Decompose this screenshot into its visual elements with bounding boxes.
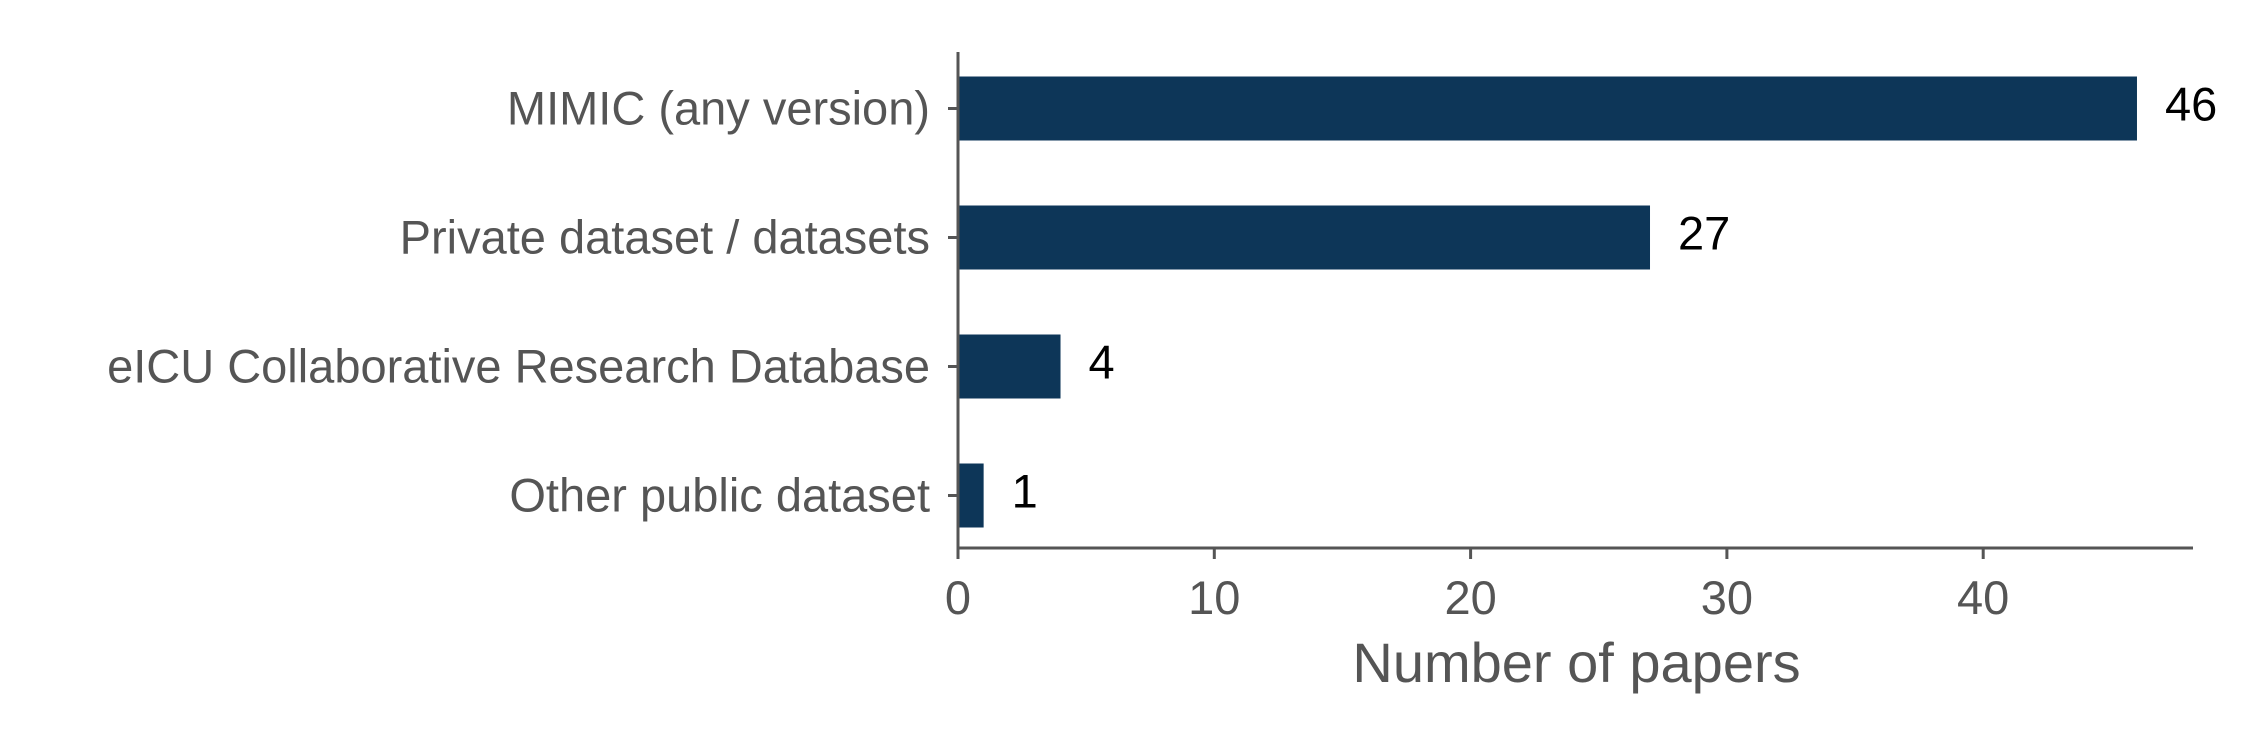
value-label: 1 xyxy=(1012,465,1038,518)
x-tick-label: 40 xyxy=(1957,571,2009,624)
x-tick-label: 0 xyxy=(945,571,971,624)
axes xyxy=(948,52,2193,559)
x-tick-label: 20 xyxy=(1444,571,1496,624)
bar xyxy=(958,334,1061,399)
value-label: 46 xyxy=(2165,78,2217,131)
x-axis-title: Number of papers xyxy=(1352,631,1800,694)
bar xyxy=(958,205,1651,270)
category-label: Other public dataset xyxy=(509,469,930,522)
category-label: Private dataset / datasets xyxy=(400,211,930,264)
x-tick-label: 10 xyxy=(1188,571,1240,624)
bar xyxy=(958,463,984,528)
category-label: MIMIC (any version) xyxy=(507,82,930,135)
labels: MIMIC (any version) 46 Private dataset / d… xyxy=(107,78,2217,625)
value-label: 4 xyxy=(1089,336,1115,389)
bars xyxy=(958,76,2137,528)
bar xyxy=(958,76,2137,141)
value-label: 27 xyxy=(1678,207,1730,260)
x-tick-label: 30 xyxy=(1701,571,1753,624)
category-label: eICU Collaborative Research Database xyxy=(107,340,930,393)
